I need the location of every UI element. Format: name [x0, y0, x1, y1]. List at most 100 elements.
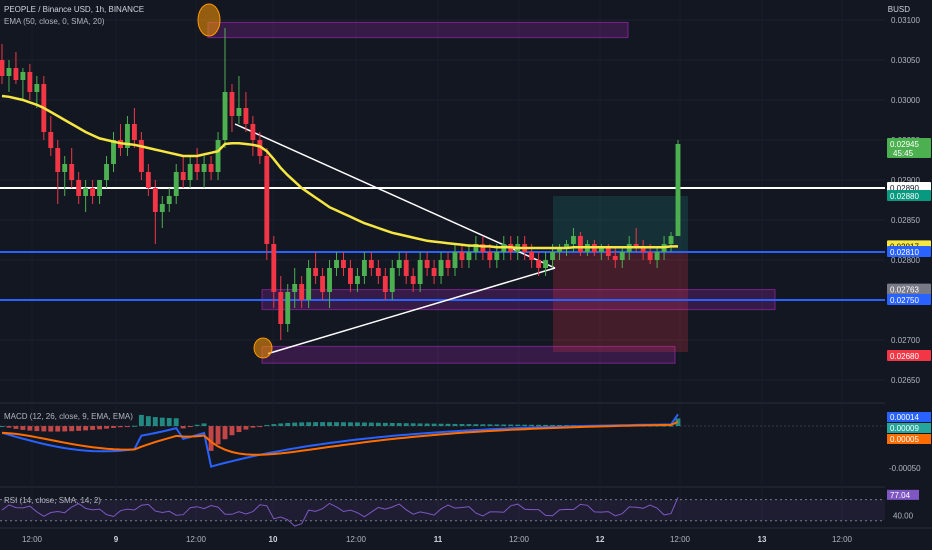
- macd-histogram-bar: [229, 426, 235, 436]
- macd-histogram-bar: [264, 424, 270, 427]
- candle-body: [299, 284, 305, 300]
- candle: [264, 148, 270, 260]
- candle-body: [271, 244, 277, 292]
- candle-body: [348, 268, 353, 284]
- candle: [69, 148, 75, 188]
- candle-body: [229, 92, 235, 116]
- macd-value-bg: [887, 423, 931, 433]
- macd-histogram-bar: [118, 426, 123, 428]
- candle: [229, 84, 235, 132]
- candle: [348, 260, 353, 292]
- candle: [208, 156, 214, 180]
- candle-body: [313, 268, 319, 276]
- macd-histogram-bar: [138, 414, 144, 427]
- price-label: 0.02945: [890, 140, 919, 149]
- macd-histogram-bar: [543, 424, 549, 427]
- candle-body: [69, 164, 75, 180]
- candle-body: [6, 68, 12, 76]
- macd-histogram-bar: [6, 426, 12, 428]
- macd-histogram-bar: [111, 426, 116, 428]
- price-axis: [885, 0, 932, 550]
- macd-histogram-bar: [431, 423, 437, 427]
- candle-body: [431, 268, 437, 276]
- macd-histogram-bar: [375, 422, 381, 427]
- candle-body: [640, 248, 646, 252]
- candle-body: [187, 164, 193, 180]
- ema-line: [1, 94, 678, 250]
- candle-body: [396, 260, 402, 268]
- macd-histogram-bar: [41, 426, 47, 432]
- macd-histogram-bar: [250, 426, 256, 428]
- macd-histogram-bar: [201, 423, 207, 427]
- x-tick-label: 11: [434, 535, 443, 544]
- macd-histogram-bar: [194, 424, 200, 427]
- candle-body: [466, 252, 472, 260]
- currency-label: BUSD: [887, 5, 910, 14]
- candle-body: [90, 188, 96, 196]
- candle: [271, 236, 277, 308]
- candle-body: [452, 252, 458, 268]
- candle: [299, 276, 305, 308]
- y-tick-label: 0.02900: [891, 176, 920, 185]
- macd-histogram-bar: [522, 424, 528, 427]
- macd-tick-label: -0.00050: [889, 464, 921, 473]
- candle: [222, 28, 228, 148]
- x-tick-label: 12:00: [346, 535, 367, 544]
- candle: [34, 76, 40, 108]
- candle: [13, 52, 19, 84]
- candle: [361, 252, 367, 284]
- highlight-circle: [253, 337, 273, 359]
- macd-histogram-bar: [83, 426, 89, 431]
- candle-body: [0, 60, 5, 76]
- candle: [438, 252, 444, 284]
- ema-legend[interactable]: EMA (50, close, 0, SMA, 20): [4, 17, 105, 26]
- macd-histogram-bar: [222, 426, 228, 440]
- candle-body: [389, 268, 395, 292]
- macd-histogram-bar: [34, 426, 40, 432]
- candle-body: [473, 244, 479, 252]
- macd-histogram-bar: [459, 424, 465, 427]
- candle-body: [354, 276, 360, 284]
- macd-histogram-bar: [368, 422, 374, 427]
- candle: [145, 164, 151, 196]
- macd-histogram-bar: [466, 424, 472, 427]
- candle-body: [173, 172, 179, 196]
- price-label-bg: [887, 138, 931, 158]
- candle: [90, 180, 96, 204]
- signal-line: [1, 420, 679, 456]
- candle: [250, 116, 256, 156]
- macd-histogram-bar: [145, 416, 151, 427]
- price-label-bg: [887, 294, 931, 305]
- macd-histogram-bar: [341, 422, 346, 427]
- rsi-value-label: 77.04: [890, 491, 911, 500]
- candle: [55, 140, 61, 204]
- macd-histogram-bar: [452, 423, 458, 427]
- candle: [6, 60, 12, 92]
- candle: [243, 92, 249, 132]
- macd-histogram-bar: [480, 424, 486, 427]
- price-label-bg: [887, 246, 931, 257]
- candle: [257, 132, 263, 164]
- macd-legend[interactable]: MACD (12, 26, close, 9, EMA, EMA): [4, 412, 133, 421]
- candle-body: [145, 172, 151, 188]
- candle-body: [159, 204, 165, 212]
- candle: [306, 260, 312, 308]
- candle-body: [564, 244, 569, 248]
- candle-body: [375, 268, 381, 276]
- candle-body: [222, 92, 228, 140]
- macd-histogram-bar: [382, 422, 388, 427]
- macd-histogram-bar: [257, 426, 263, 428]
- price-label-bg: [887, 350, 931, 361]
- macd-histogram-bar: [76, 426, 82, 431]
- candle-body: [13, 68, 19, 80]
- candle: [215, 132, 221, 180]
- y-tick-label: 0.03000: [891, 96, 920, 105]
- rsi-legend[interactable]: RSI (14, close, SMA, 14, 2): [4, 496, 101, 505]
- countdown-label: 45:45: [893, 149, 914, 158]
- symbol-title: PEOPLE / Binance USD, 1h, BINANCE: [4, 5, 145, 14]
- macd-histogram-bar: [494, 424, 500, 427]
- candle: [431, 260, 437, 284]
- candle: [612, 248, 618, 268]
- candle-body: [334, 260, 339, 268]
